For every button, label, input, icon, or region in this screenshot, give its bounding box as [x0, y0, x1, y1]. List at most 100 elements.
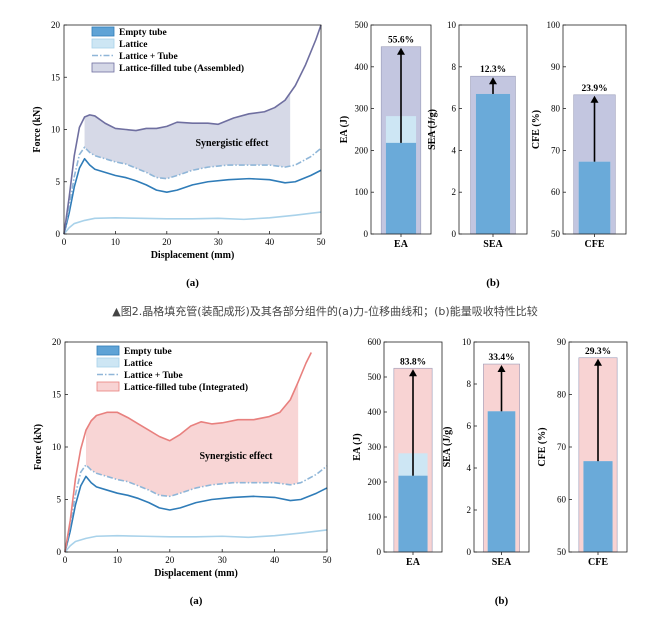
y-axis-label: CFE (%): [531, 110, 542, 149]
x-tick-label: 10: [111, 237, 121, 247]
bar-chart-top_b_cfe: 23.9% 50 60 70 80 90 100 CFE CFE (%): [531, 20, 627, 250]
improvement-arrowhead: [590, 95, 599, 103]
x-tick-label: 20: [165, 555, 175, 565]
y-tick-label: 0: [377, 547, 382, 557]
y-tick-label: 5: [56, 177, 61, 187]
improvement-arrowhead: [497, 365, 506, 373]
legend-swatch: [96, 381, 120, 392]
x-tick-label: 0: [62, 237, 67, 247]
figure-caption: ▲图2.晶格填充管(装配成形)及其各部分组件的(a)力-位移曲线和；(b)能量吸…: [112, 305, 538, 318]
y-tick-label: 300: [355, 104, 369, 114]
x-tick-label: 40: [265, 237, 275, 247]
y-tick-label: 500: [355, 20, 369, 30]
panel-label: (b): [486, 277, 500, 289]
x-tick-label: SEA: [483, 239, 503, 250]
bar-chart-bot_b_cfe: 29.3% 50 60 70 80 90 CFE CFE (%): [537, 337, 628, 568]
legend-label: Lattice: [119, 40, 148, 50]
y-tick-label: 50: [557, 547, 567, 557]
y-axis-label: Force (kN): [32, 106, 43, 152]
x-tick-label: SEA: [492, 557, 512, 568]
empty-tube-bar: [385, 142, 417, 234]
legend-label: Lattice + Tube: [119, 52, 178, 62]
y-tick-label: 20: [51, 20, 61, 30]
synergistic-fill-area: [84, 92, 291, 179]
y-tick-label: 0: [57, 547, 62, 557]
legend-label: Empty tube: [119, 28, 167, 38]
x-tick-label: 50: [317, 237, 327, 247]
series-line: [63, 146, 322, 235]
y-tick-label: 60: [551, 187, 561, 197]
improvement-label: 55.6%: [388, 36, 414, 46]
x-tick-label: CFE: [588, 557, 608, 568]
y-tick-label: 80: [551, 104, 561, 114]
y-tick-label: 6: [467, 421, 472, 431]
y-tick-label: 0: [56, 229, 61, 239]
panel-label: (a): [186, 277, 199, 289]
y-tick-label: 10: [462, 337, 472, 347]
y-tick-label: 70: [551, 145, 561, 155]
y-tick-label: 100: [368, 512, 382, 522]
y-tick-label: 15: [52, 390, 62, 400]
force-displacement-chart-top_a: 0 10 20 30 40 50 0 5 10 15 20 Displacement (mm) Forc…: [32, 20, 326, 289]
legend-label: Lattice: [124, 359, 153, 369]
y-tick-label: 400: [355, 62, 369, 72]
bar-chart-bot_b_sea: 33.4% 0 2 4 6 8 10 SEA SEA (J/g) (b): [442, 337, 530, 607]
empty-tube-bar: [398, 475, 428, 552]
y-tick-label: 0: [364, 229, 369, 239]
x-tick-label: 20: [162, 237, 172, 247]
improvement-arrowhead: [397, 47, 405, 55]
y-tick-label: 100: [547, 20, 561, 30]
x-tick-label: EA: [406, 557, 421, 568]
y-tick-label: 50: [551, 229, 561, 239]
y-tick-label: 90: [551, 62, 561, 72]
synergistic-fill-area: [85, 381, 299, 497]
y-tick-label: 70: [557, 442, 567, 452]
y-tick-label: 2: [467, 505, 472, 515]
y-tick-label: 10: [52, 442, 62, 452]
y-tick-label: 300: [368, 442, 382, 452]
improvement-label: 29.3%: [585, 347, 611, 357]
legend-swatch: [96, 357, 120, 368]
x-tick-label: 0: [63, 555, 68, 565]
y-tick-label: 600: [368, 337, 382, 347]
y-tick-label: 8: [467, 379, 472, 389]
improvement-arrowhead: [489, 77, 497, 85]
x-tick-label: 30: [214, 237, 224, 247]
bar-chart-top_b_sea: 12.3% 0 2 4 6 8 10 SEA SEA (J/g) (b): [427, 20, 528, 289]
legend-swatch: [91, 62, 115, 73]
series-line: [63, 24, 322, 235]
y-tick-label: 80: [557, 390, 567, 400]
legend-label: Lattice-filled tube (Assembled): [119, 63, 244, 74]
legend-swatch: [96, 345, 120, 356]
y-tick-label: 15: [51, 72, 61, 82]
y-tick-label: 100: [355, 187, 369, 197]
x-tick-label: 50: [323, 555, 333, 565]
y-axis-label: SEA (J/g): [427, 109, 438, 150]
empty-tube-bar: [578, 161, 611, 234]
synergistic-effect-annotation: Synergistic effect: [195, 138, 269, 149]
x-axis-label: Displacement (mm): [151, 250, 235, 261]
empty-tube-bar: [583, 461, 613, 552]
x-tick-label: EA: [394, 239, 409, 250]
y-tick-label: 10: [51, 125, 61, 135]
y-axis-label: Force (kN): [33, 424, 44, 470]
panel-label: (a): [190, 595, 203, 607]
legend-swatch: [91, 26, 115, 37]
y-tick-label: 5: [57, 495, 62, 505]
improvement-label: 83.8%: [400, 357, 426, 367]
force-displacement-chart-bot_a: 0 10 20 30 40 50 0 5 10 15 20 Displacement (mm) Forc…: [33, 337, 332, 607]
x-tick-label: 40: [270, 555, 280, 565]
improvement-label: 23.9%: [581, 84, 607, 94]
legend-swatch: [91, 38, 115, 49]
y-tick-label: 90: [557, 337, 567, 347]
y-axis-label: EA (J): [352, 433, 363, 461]
y-axis-label: SEA (J/g): [442, 427, 453, 468]
legend-label: Lattice-filled tube (Integrated): [124, 382, 248, 393]
series-line: [64, 475, 328, 553]
bar-chart-bot_b_ea: 83.8% 0 100 200 300 400 500 600 EA EA (J): [352, 337, 443, 568]
y-tick-label: 6: [452, 104, 457, 114]
y-tick-label: 0: [467, 547, 472, 557]
x-tick-label: 30: [218, 555, 228, 565]
series-line: [64, 352, 312, 553]
